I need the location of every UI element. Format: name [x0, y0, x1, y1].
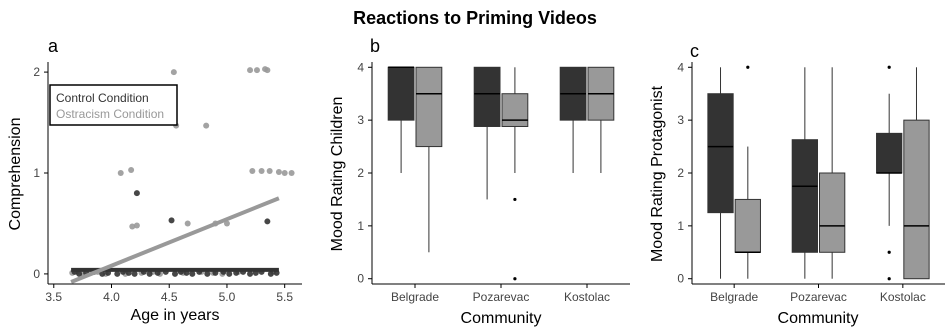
x-tick-label: 4.5 — [161, 290, 178, 304]
panel-b-x-ticks: Belgrade Pozarevac Kostolac — [391, 284, 610, 304]
ostracism-point — [289, 170, 295, 176]
legend-entry-ostracism: Ostracism Condition — [56, 107, 164, 121]
panel-c-x-label: Community — [778, 310, 859, 327]
x-tick-label: Kostolac — [880, 290, 926, 304]
panel-c-y-ticks: 0 1 2 3 4 — [677, 60, 692, 285]
control-outlier-point — [888, 277, 891, 280]
ostracism-point — [185, 220, 191, 226]
ostracism-point — [282, 170, 288, 176]
y-tick-label: 0 — [677, 272, 684, 286]
control-box — [474, 67, 500, 126]
panel-b-boxes — [388, 67, 614, 280]
control-outlier-point — [888, 251, 891, 254]
ostracism-point — [247, 67, 253, 73]
y-tick-label: 0 — [357, 272, 364, 286]
y-tick-label: 4 — [677, 60, 684, 74]
control-point — [134, 190, 140, 196]
ostracism-point — [264, 67, 270, 73]
x-tick-label: Pozarevac — [790, 290, 847, 304]
control-box — [388, 67, 414, 120]
ostracism-point — [128, 167, 134, 173]
panel-c-boxes — [708, 66, 929, 281]
x-tick-label: 4.0 — [103, 290, 120, 304]
panel-a-legend: Control Condition Ostracism Condition — [50, 85, 177, 125]
y-tick-label: 2 — [33, 65, 40, 79]
ostracism-box — [502, 94, 528, 127]
y-tick-label: 2 — [357, 166, 364, 180]
y-tick-label: 2 — [677, 166, 684, 180]
ostracism-point — [171, 69, 177, 75]
control-box — [708, 94, 733, 213]
x-tick-label: 3.5 — [45, 290, 62, 304]
x-tick-label: Pozarevac — [473, 290, 530, 304]
figure-title: Reactions to Priming Videos — [353, 8, 597, 28]
panel-b-letter: b — [370, 36, 380, 56]
ostracism-outlier-point — [513, 277, 516, 280]
legend-entry-control: Control Condition — [56, 91, 149, 105]
panel-a: a 0 1 2 3.5 4.0 4.5 5.0 5.5 Control Condition … — [7, 36, 302, 324]
panel-b-x-label: Community — [461, 310, 542, 327]
y-tick-label: 0 — [33, 267, 40, 281]
panel-a-y-label: Comprehension — [7, 118, 24, 231]
panel-a-y-ticks: 0 1 2 — [33, 65, 48, 281]
y-tick-label: 3 — [677, 113, 684, 127]
ostracism-point — [118, 170, 124, 176]
x-tick-label: Belgrade — [391, 290, 439, 304]
ostracism-point — [259, 168, 265, 174]
panel-c-letter: c — [690, 41, 699, 61]
panel-b-y-ticks: 0 1 2 3 4 — [357, 60, 372, 285]
ostracism-point — [254, 67, 260, 73]
panel-b-y-label: Mood Rating Children — [329, 97, 346, 252]
x-tick-label: Kostolac — [564, 290, 610, 304]
y-tick-label: 4 — [357, 60, 364, 74]
panel-a-letter: a — [48, 36, 59, 56]
panel-c: c 0 1 2 3 4 Belgrade Pozarevac Kostolac Commun… — [649, 41, 945, 327]
y-tick-label: 3 — [357, 113, 364, 127]
panel-c-x-ticks: Belgrade Pozarevac Kostolac — [710, 284, 926, 304]
control-outlier-point — [888, 66, 891, 69]
panel-b: b 0 1 2 3 4 Belgrade Pozarevac Kostolac Commun… — [329, 36, 630, 327]
ostracism-outlier-point — [746, 66, 749, 69]
control-box — [877, 133, 902, 173]
ostracism-box — [416, 67, 442, 146]
ostracism-point — [267, 168, 273, 174]
ostracism-box — [735, 199, 760, 252]
panel-c-y-label: Mood Rating Protagonist — [649, 85, 666, 262]
ostracism-outlier-point — [513, 198, 516, 201]
y-tick-label: 1 — [357, 219, 364, 233]
control-point — [264, 218, 270, 224]
ostracism-point — [249, 168, 255, 174]
x-tick-label: Belgrade — [710, 290, 758, 304]
y-tick-label: 1 — [677, 219, 684, 233]
ostracism-box — [820, 173, 845, 252]
panel-a-trend-lines — [71, 198, 279, 282]
ostracism-box — [904, 120, 929, 279]
control-point — [169, 217, 175, 223]
panel-a-x-label: Age in years — [131, 307, 220, 324]
ostracism-point — [276, 169, 282, 175]
ostracism-point — [203, 123, 209, 129]
x-tick-label: 5.5 — [276, 290, 293, 304]
y-tick-label: 1 — [33, 166, 40, 180]
x-tick-label: 5.0 — [219, 290, 236, 304]
panel-a-x-ticks: 3.5 4.0 4.5 5.0 5.5 — [45, 284, 293, 304]
control-box — [792, 140, 817, 253]
ostracism-point — [134, 222, 140, 228]
